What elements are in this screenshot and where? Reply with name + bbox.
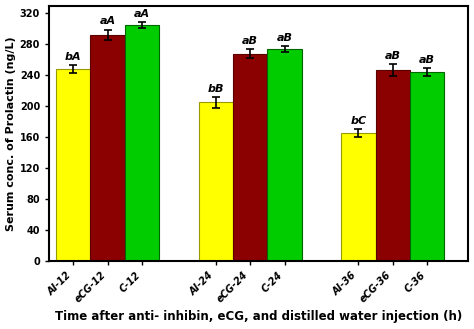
Text: aB: aB	[242, 36, 258, 46]
Text: bB: bB	[208, 84, 224, 94]
Text: aA: aA	[134, 9, 150, 19]
Text: aB: aB	[277, 33, 292, 43]
X-axis label: Time after anti- inhibin, eCG, and distilled water injection (h): Time after anti- inhibin, eCG, and disti…	[55, 311, 463, 323]
Bar	[233, 54, 267, 261]
Text: aB: aB	[419, 55, 435, 65]
Text: bA: bA	[65, 52, 82, 62]
Bar	[267, 49, 302, 261]
Bar	[199, 102, 233, 261]
Text: aB: aB	[385, 51, 401, 61]
Bar	[125, 25, 159, 261]
Text: bC: bC	[350, 116, 366, 126]
Y-axis label: Serum conc. of Prolactin (ng/L): Serum conc. of Prolactin (ng/L)	[6, 36, 16, 231]
Bar	[91, 35, 125, 261]
Bar	[375, 70, 410, 261]
Text: aA: aA	[100, 16, 116, 26]
Bar	[56, 69, 91, 261]
Bar	[341, 133, 375, 261]
Bar	[410, 72, 444, 261]
